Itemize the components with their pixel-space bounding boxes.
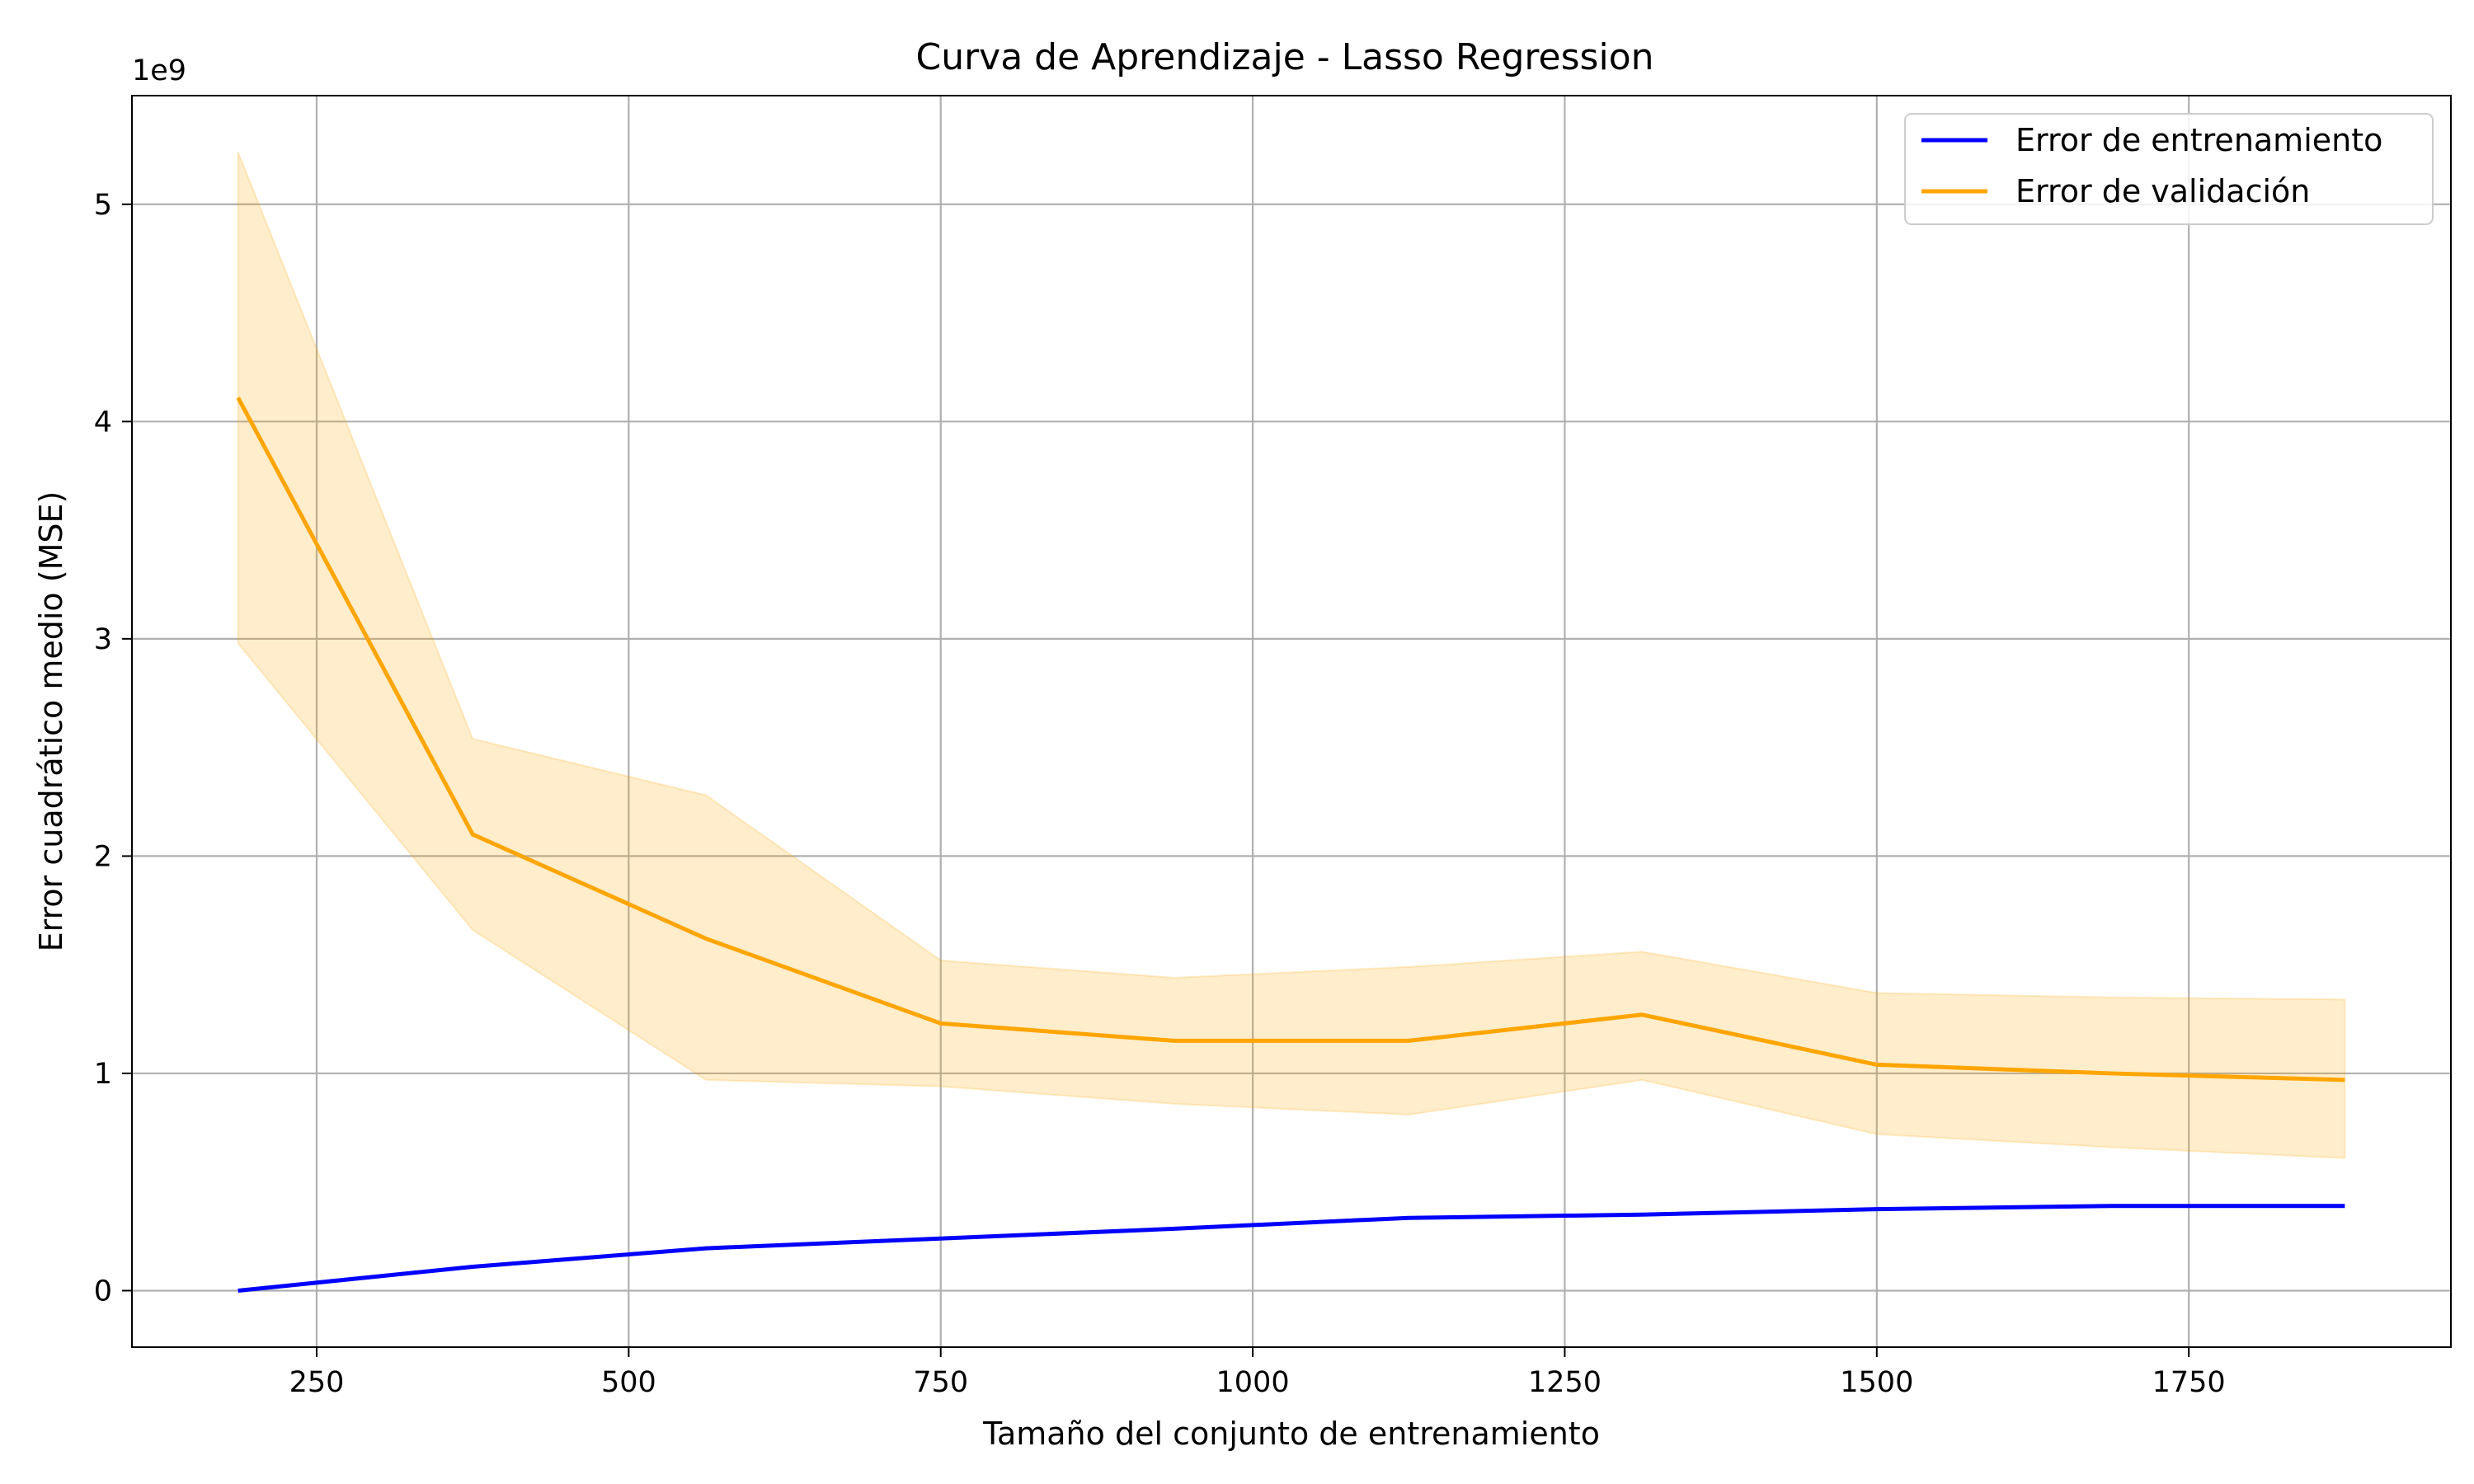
legend: Error de entrenamiento Error de validaci… <box>1904 113 2434 225</box>
y-offset-label: 1e9 <box>132 54 186 87</box>
confidence-bands <box>237 152 2346 1159</box>
y-axis-ticks: 0 1 2 3 4 5 <box>94 189 132 1308</box>
x-tick-label: 500 <box>601 1366 656 1399</box>
x-tick-label: 1250 <box>1528 1366 1602 1399</box>
y-tick-label: 4 <box>94 406 112 439</box>
y-tick-label: 3 <box>94 623 112 656</box>
y-tick-label: 1 <box>94 1058 112 1091</box>
y-tick-label: 5 <box>94 189 112 222</box>
series-lines <box>236 397 2345 1293</box>
legend-box <box>1904 113 2434 225</box>
validation-error-band <box>237 152 2346 1159</box>
x-tick-label: 750 <box>913 1366 968 1399</box>
y-tick-label: 0 <box>94 1275 112 1308</box>
x-tick-label: 1750 <box>2152 1366 2226 1399</box>
x-axis-ticks: 250 500 750 1000 1250 1500 1750 <box>289 1347 2226 1399</box>
validation-error-line <box>236 397 2345 1082</box>
grid <box>132 96 2451 1347</box>
x-tick-label: 1000 <box>1216 1366 1290 1399</box>
legend-label-validation: Error de validación <box>2015 173 2310 209</box>
x-tick-label: 250 <box>289 1366 345 1399</box>
x-tick-label: 1500 <box>1840 1366 1913 1399</box>
plot-frame <box>131 95 2452 1348</box>
legend-label-training: Error de entrenamiento <box>2015 122 2382 158</box>
y-tick-label: 2 <box>94 840 112 873</box>
chart-title: Curva de Aprendizaje - Lasso Regression <box>915 36 1653 78</box>
y-axis-label: Error cuadrático medio (MSE) <box>33 491 69 952</box>
training-error-line <box>238 1204 2345 1293</box>
x-axis-label: Tamaño del conjunto de entrenamiento <box>982 1416 1600 1452</box>
